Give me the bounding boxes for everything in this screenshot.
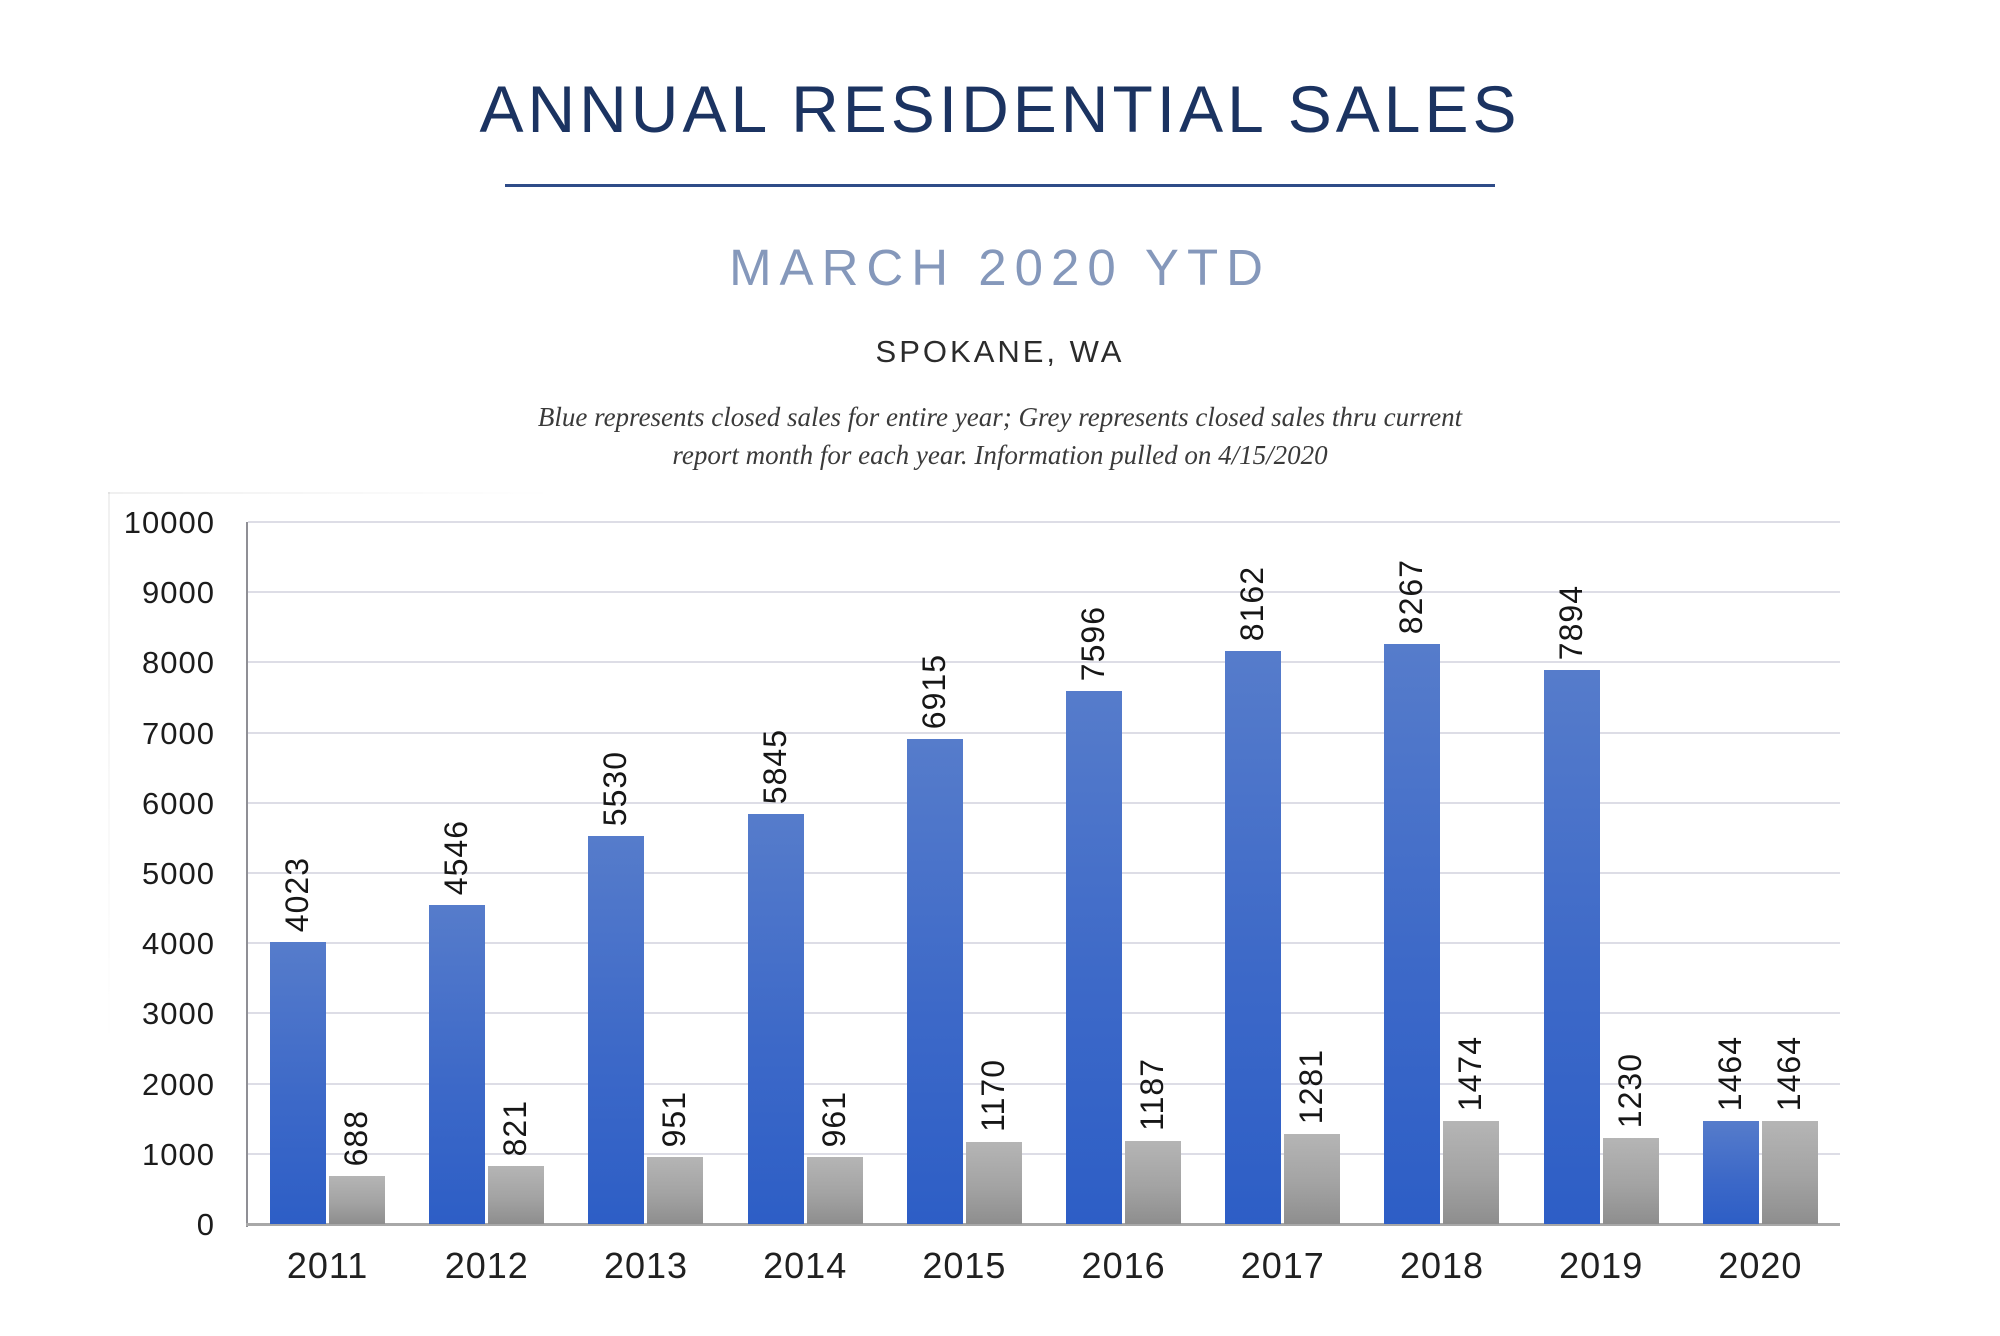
bar-grey-2016 — [1125, 1141, 1181, 1224]
page-title: ANNUAL RESIDENTIAL SALES — [479, 72, 1521, 146]
legend-note: Blue represents closed sales for entire … — [0, 398, 2000, 474]
bar-value-blue-2016: 7596 — [1075, 605, 1111, 681]
year-label-2012: 2012 — [444, 1245, 529, 1286]
y-tick-3000: 3000 — [142, 996, 215, 1032]
y-tick-2000: 2000 — [142, 1066, 215, 1102]
y-tick-7000: 7000 — [142, 715, 215, 751]
year-label-2018: 2018 — [1399, 1245, 1485, 1286]
bar-blue-2013 — [588, 836, 644, 1224]
bar-value-blue-2014: 5845 — [757, 728, 793, 804]
year-label-2020: 2020 — [1718, 1245, 1803, 1286]
bar-grey-2020 — [1762, 1121, 1818, 1224]
title-underline — [505, 184, 1495, 187]
bar-value-grey-2011: 688 — [338, 1109, 374, 1166]
year-label-2013: 2013 — [603, 1245, 689, 1286]
bar-blue-2015 — [907, 739, 963, 1224]
bar-grey-2011 — [329, 1176, 385, 1224]
gridline-7000 — [248, 731, 1840, 734]
bar-grey-2018 — [1443, 1121, 1499, 1224]
gridline-4000 — [248, 942, 1840, 945]
bar-value-grey-2017: 1281 — [1293, 1048, 1329, 1124]
y-tick-10000: 10000 — [123, 505, 215, 540]
bar-grey-2013 — [647, 1157, 703, 1224]
year-label-2016: 2016 — [1081, 1245, 1166, 1286]
year-label-2014: 2014 — [763, 1245, 848, 1286]
bar-blue-2011 — [270, 942, 326, 1224]
bar-blue-2020 — [1703, 1121, 1759, 1224]
bar-grey-2017 — [1284, 1134, 1340, 1224]
y-tick-8000: 8000 — [142, 645, 215, 681]
bar-value-blue-2017: 8162 — [1234, 565, 1270, 641]
y-axis-line — [246, 522, 248, 1227]
bar-blue-2014 — [748, 814, 804, 1224]
gridline-10000 — [248, 521, 1840, 523]
bar-blue-2016 — [1066, 691, 1122, 1224]
bar-blue-2012 — [429, 905, 485, 1224]
x-axis-line — [246, 1223, 1840, 1226]
y-tick-5000: 5000 — [142, 856, 215, 891]
bar-grey-2019 — [1603, 1138, 1659, 1224]
location-label: SPOKANE, WA — [875, 334, 1125, 369]
y-tick-6000: 6000 — [142, 785, 215, 821]
year-label-2015: 2015 — [922, 1245, 1007, 1286]
bar-value-grey-2012: 821 — [497, 1099, 533, 1156]
legend-note-line2: report month for each year. Information … — [672, 440, 1328, 470]
gridline-5000 — [248, 872, 1840, 874]
legend-note-line1: Blue represents closed sales for entire … — [537, 402, 1463, 432]
report-period-subtitle: MARCH 2020 YTD — [729, 239, 1271, 296]
bar-value-blue-2011: 4023 — [279, 856, 315, 932]
y-tick-0: 0 — [196, 1207, 215, 1242]
bar-value-blue-2012: 4546 — [438, 819, 474, 895]
year-label-2017: 2017 — [1240, 1245, 1325, 1286]
bar-value-blue-2018: 8267 — [1393, 558, 1429, 634]
gridline-6000 — [248, 801, 1840, 804]
bar-value-grey-2014: 961 — [816, 1090, 852, 1147]
bar-value-blue-2020: 1464 — [1712, 1035, 1748, 1111]
gridline-9000 — [248, 591, 1840, 594]
bar-blue-2017 — [1225, 651, 1281, 1224]
bar-value-blue-2019: 7894 — [1553, 584, 1589, 660]
bar-value-blue-2013: 5530 — [597, 750, 633, 826]
y-tick-1000: 1000 — [142, 1136, 215, 1172]
bar-value-grey-2018: 1474 — [1452, 1035, 1488, 1111]
gridline-3000 — [248, 1012, 1840, 1015]
gridline-1000 — [248, 1152, 1840, 1155]
bar-value-blue-2015: 6915 — [916, 653, 952, 729]
gridline-2000 — [248, 1082, 1840, 1085]
bar-blue-2019 — [1544, 670, 1600, 1224]
bar-value-grey-2013: 951 — [656, 1090, 692, 1147]
year-label-2011: 2011 — [286, 1245, 369, 1286]
gridline-8000 — [248, 661, 1840, 664]
chart-frame-shadow-left — [108, 492, 110, 1052]
bar-value-grey-2020: 1464 — [1771, 1035, 1807, 1111]
y-tick-9000: 9000 — [142, 575, 215, 611]
bar-value-grey-2015: 1170 — [975, 1059, 1011, 1132]
bar-grey-2012 — [488, 1166, 544, 1224]
chart-frame-shadow-top — [108, 492, 558, 494]
bar-grey-2014 — [807, 1157, 863, 1224]
bar-value-grey-2019: 1230 — [1612, 1052, 1648, 1128]
bar-value-grey-2016: 1187 — [1134, 1058, 1170, 1131]
year-label-2019: 2019 — [1559, 1245, 1644, 1286]
bar-blue-2018 — [1384, 644, 1440, 1224]
bar-grey-2015 — [966, 1142, 1022, 1224]
y-tick-4000: 4000 — [142, 926, 215, 962]
